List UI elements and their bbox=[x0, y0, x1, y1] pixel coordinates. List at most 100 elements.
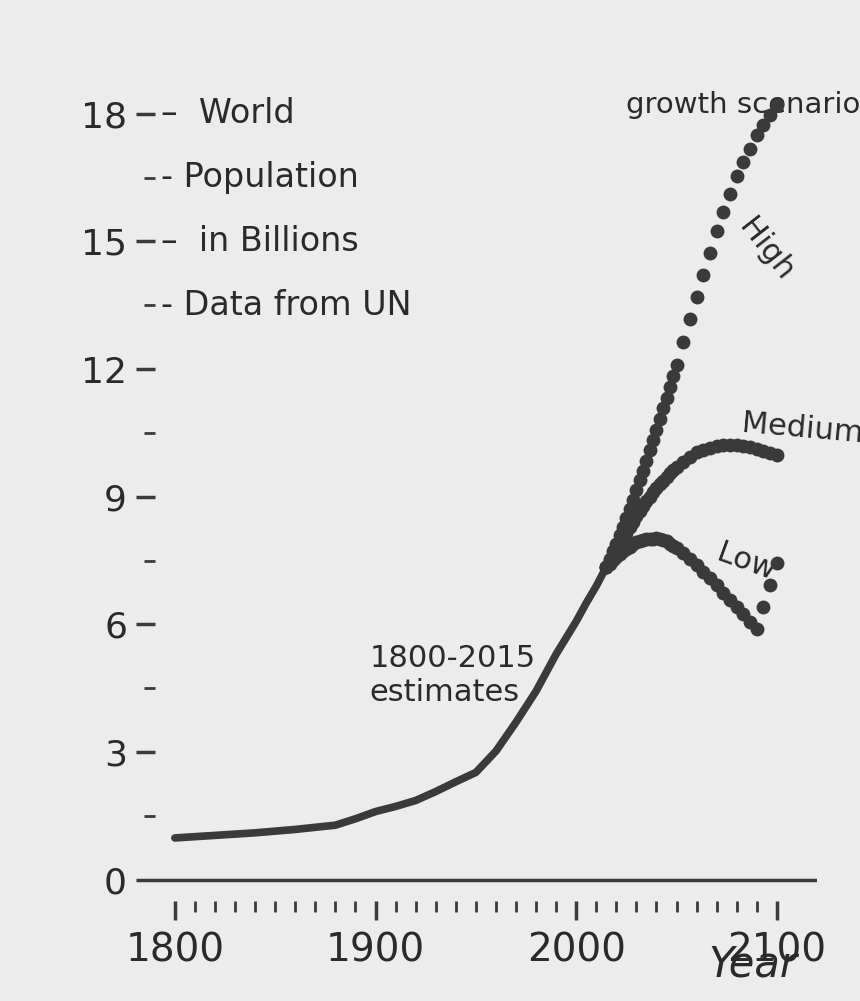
Point bbox=[690, 444, 703, 460]
Point bbox=[633, 534, 647, 550]
Point bbox=[616, 544, 630, 560]
Point bbox=[666, 367, 680, 383]
Point bbox=[723, 592, 737, 608]
Point bbox=[660, 468, 673, 484]
Point bbox=[736, 607, 750, 623]
Point bbox=[730, 600, 744, 616]
Point bbox=[716, 585, 730, 601]
Point bbox=[690, 557, 703, 573]
Point bbox=[633, 503, 647, 519]
Point bbox=[683, 449, 697, 465]
Point bbox=[660, 534, 673, 550]
Point bbox=[619, 541, 633, 557]
Point bbox=[626, 491, 640, 508]
Point bbox=[613, 547, 627, 563]
Point bbox=[649, 480, 663, 496]
Point bbox=[670, 459, 684, 475]
Point bbox=[646, 531, 660, 547]
Point bbox=[743, 439, 757, 455]
Point bbox=[640, 452, 654, 468]
Point bbox=[716, 204, 730, 220]
Text: - Population: - Population bbox=[161, 161, 359, 194]
Point bbox=[730, 436, 744, 452]
Point bbox=[643, 531, 657, 547]
Point bbox=[723, 186, 737, 202]
Point bbox=[730, 167, 744, 183]
Point bbox=[670, 357, 684, 373]
Point bbox=[619, 525, 633, 541]
Point bbox=[623, 539, 636, 555]
Point bbox=[633, 472, 647, 488]
Point bbox=[649, 531, 663, 547]
Point bbox=[663, 378, 677, 394]
Point bbox=[703, 439, 717, 455]
Point bbox=[653, 476, 666, 492]
Text: Medium: Medium bbox=[740, 409, 860, 448]
Point bbox=[770, 447, 783, 463]
Point bbox=[616, 519, 630, 535]
Point bbox=[649, 421, 663, 437]
Point bbox=[743, 140, 757, 156]
Point bbox=[623, 520, 636, 536]
Text: 1800-2015
estimates: 1800-2015 estimates bbox=[370, 644, 536, 707]
Point bbox=[610, 542, 624, 558]
Point bbox=[656, 472, 670, 488]
Point bbox=[703, 245, 717, 261]
Point bbox=[660, 389, 673, 405]
Point bbox=[603, 554, 617, 570]
Point bbox=[663, 465, 677, 481]
Point bbox=[666, 462, 680, 478]
Point bbox=[623, 500, 636, 517]
Point bbox=[630, 535, 643, 551]
Point bbox=[656, 400, 670, 416]
Point bbox=[653, 532, 666, 548]
Point bbox=[690, 289, 703, 305]
Point bbox=[757, 117, 771, 133]
Point bbox=[703, 571, 717, 587]
Point bbox=[683, 552, 697, 568]
Point bbox=[757, 599, 771, 615]
Point bbox=[619, 511, 633, 527]
Point bbox=[640, 531, 654, 547]
Point bbox=[626, 537, 640, 553]
Text: growth scenarios: growth scenarios bbox=[626, 91, 860, 119]
Point bbox=[676, 454, 690, 470]
Point bbox=[723, 437, 737, 453]
Point bbox=[716, 437, 730, 453]
Point bbox=[599, 559, 613, 575]
Point bbox=[750, 621, 764, 637]
Point bbox=[599, 559, 613, 575]
Point bbox=[653, 410, 666, 426]
Point bbox=[764, 445, 777, 461]
Point bbox=[643, 488, 657, 505]
Point bbox=[670, 540, 684, 556]
Point bbox=[646, 484, 660, 500]
Point bbox=[616, 531, 630, 547]
Point bbox=[606, 553, 620, 569]
Point bbox=[697, 267, 710, 283]
Point bbox=[636, 532, 650, 548]
Point bbox=[736, 154, 750, 170]
Point bbox=[663, 536, 677, 552]
Text: - Data from UN: - Data from UN bbox=[161, 289, 411, 321]
Point bbox=[656, 533, 670, 549]
Text: –  World: – World bbox=[161, 97, 294, 130]
Point bbox=[697, 442, 710, 458]
Point bbox=[770, 97, 783, 113]
Point bbox=[666, 538, 680, 554]
Point bbox=[750, 127, 764, 143]
Point bbox=[636, 462, 650, 478]
Point bbox=[676, 334, 690, 350]
Point bbox=[606, 544, 620, 560]
Point bbox=[750, 440, 764, 456]
Point bbox=[710, 578, 723, 594]
Point bbox=[743, 614, 757, 630]
Text: Low: Low bbox=[713, 539, 779, 587]
Point bbox=[626, 514, 640, 530]
Point bbox=[630, 508, 643, 524]
Point bbox=[603, 556, 617, 572]
Point bbox=[764, 107, 777, 123]
Point bbox=[603, 552, 617, 568]
Point bbox=[599, 559, 613, 575]
Point bbox=[613, 537, 627, 553]
